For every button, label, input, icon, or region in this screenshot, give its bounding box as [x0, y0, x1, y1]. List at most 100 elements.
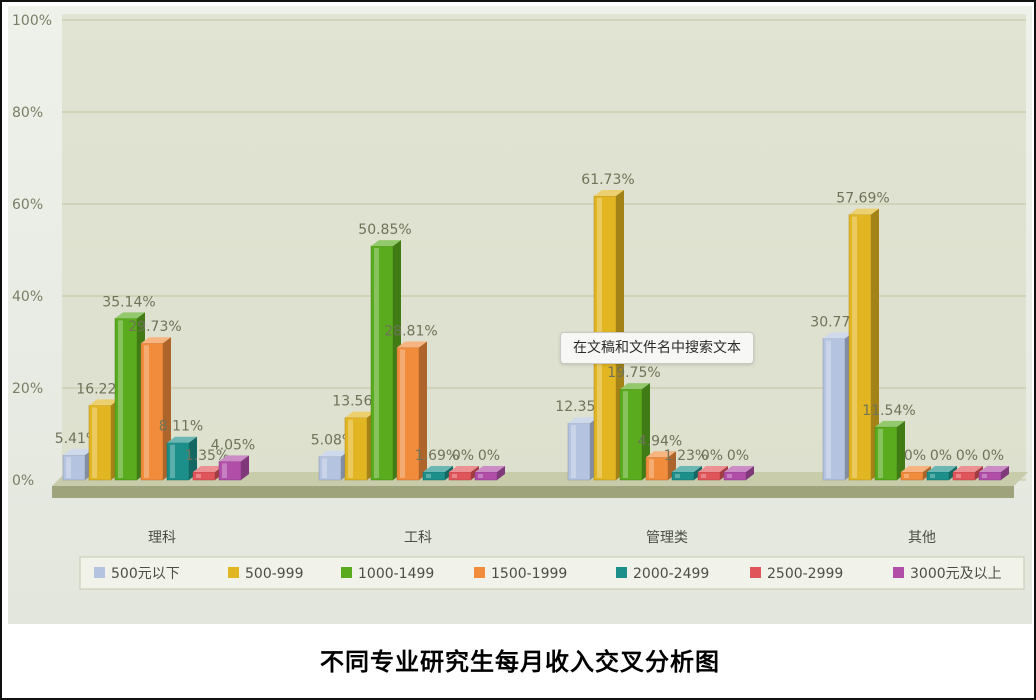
x-category-label: 管理类: [646, 530, 688, 546]
bar-highlight: [170, 444, 175, 478]
bar-top: [927, 466, 957, 472]
bar-highlight: [400, 349, 405, 478]
data-label: 5.08%: [311, 433, 355, 449]
data-label: 11.54%: [862, 403, 915, 419]
data-label: 0%: [982, 448, 1004, 464]
bar-side: [419, 341, 427, 480]
bar-top: [371, 240, 401, 247]
bar-highlight: [348, 419, 353, 478]
data-label: 0%: [930, 448, 952, 464]
data-label: 0%: [701, 448, 723, 464]
search-tooltip: 在文稿和文件名中搜索文本: [560, 332, 754, 364]
bar-top: [219, 455, 249, 462]
data-label: 5.41%: [55, 431, 99, 447]
bar-highlight: [144, 345, 149, 478]
bar-highlight: [956, 474, 961, 478]
chart-floor-front: [52, 486, 1014, 498]
legend-entry: 500元以下: [111, 566, 180, 582]
data-label: 1.23%: [664, 448, 708, 464]
bar-highlight: [452, 474, 457, 478]
bar-highlight: [322, 458, 327, 478]
bar-highlight: [982, 474, 987, 478]
bar-top: [901, 466, 931, 472]
bar-top: [568, 417, 598, 424]
bar-highlight: [196, 474, 201, 478]
bar-highlight: [118, 320, 123, 478]
bar-top: [167, 436, 197, 443]
legend-swatch: [228, 567, 239, 578]
bar-highlight: [930, 474, 935, 478]
x-category-label: 其他: [908, 530, 936, 546]
bar-top: [141, 337, 171, 344]
bar-highlight: [727, 474, 732, 478]
bar-side: [1001, 466, 1009, 480]
data-label: 0%: [478, 448, 500, 464]
bar-highlight: [374, 248, 379, 478]
bar-top: [319, 450, 349, 457]
bar-highlight: [222, 463, 227, 478]
figure-caption: 不同专业研究生每月收入交叉分析图: [320, 648, 720, 676]
bar-top: [63, 449, 93, 456]
data-label: 1.69%: [415, 448, 459, 464]
bar-highlight: [826, 340, 831, 478]
bar-side: [746, 466, 754, 480]
data-label: 61.73%: [581, 172, 634, 188]
legend-entry: 2000-2499: [633, 566, 709, 582]
bar-highlight: [571, 425, 576, 478]
bar-highlight: [426, 474, 431, 478]
bar-highlight: [649, 459, 654, 478]
legend-entry: 3000元及以上: [910, 566, 1002, 582]
bar-highlight: [878, 428, 883, 478]
data-label: 0%: [956, 448, 978, 464]
bar-top: [823, 332, 853, 339]
legend-entry: 1500-1999: [491, 566, 567, 582]
bar-highlight: [852, 216, 857, 478]
bar-top: [698, 466, 728, 472]
bar-side: [897, 420, 905, 480]
bar-chart: 0%20%40%60%80%100%5.41%16.22%35.14%29.73…: [12, 13, 1028, 590]
legend-entry: 500-999: [245, 566, 304, 582]
y-tick-label: 100%: [12, 13, 52, 29]
bar-top: [849, 208, 879, 215]
bar-highlight: [66, 457, 71, 478]
data-label: 28.81%: [384, 323, 437, 339]
bar-top: [345, 411, 375, 418]
data-label: 0%: [904, 448, 926, 464]
bar-top: [89, 399, 119, 406]
data-label: 1.35%: [185, 448, 229, 464]
y-tick-label: 60%: [12, 197, 43, 213]
y-tick-label: 40%: [12, 289, 43, 305]
legend-swatch: [616, 567, 627, 578]
bar-top: [594, 190, 624, 197]
data-label: 57.69%: [836, 191, 889, 207]
data-label: 0%: [727, 448, 749, 464]
bar-top: [646, 451, 676, 458]
data-label: 50.85%: [358, 222, 411, 238]
bar-top: [620, 383, 650, 390]
legend-swatch: [750, 567, 761, 578]
chart-area: 0% 20% 40% 60% 80% 100% 5.41% 16.22% 35.14% 29.73…: [8, 6, 1032, 624]
bar-highlight: [478, 474, 483, 478]
bar-top: [449, 466, 479, 472]
data-label: 0%: [452, 448, 474, 464]
bar-top: [423, 466, 453, 472]
bar-side: [497, 466, 505, 480]
y-tick-label: 80%: [12, 105, 43, 121]
data-label: 4.94%: [638, 433, 682, 449]
y-tick-label: 20%: [12, 381, 43, 397]
bar-top: [193, 466, 223, 472]
legend-entry: 1000-1499: [358, 566, 434, 582]
legend-entry: 2500-2999: [767, 566, 843, 582]
bar-top: [979, 466, 1009, 472]
bar-side: [241, 455, 249, 480]
bar-top: [875, 420, 905, 427]
data-label: 29.73%: [128, 319, 181, 335]
x-category-label: 工科: [404, 530, 432, 546]
data-label: 19.75%: [607, 365, 660, 381]
legend-swatch: [341, 567, 352, 578]
bar-top: [724, 466, 754, 472]
bar-side: [189, 436, 197, 480]
bar-highlight: [904, 474, 909, 478]
bar-highlight: [92, 407, 97, 478]
